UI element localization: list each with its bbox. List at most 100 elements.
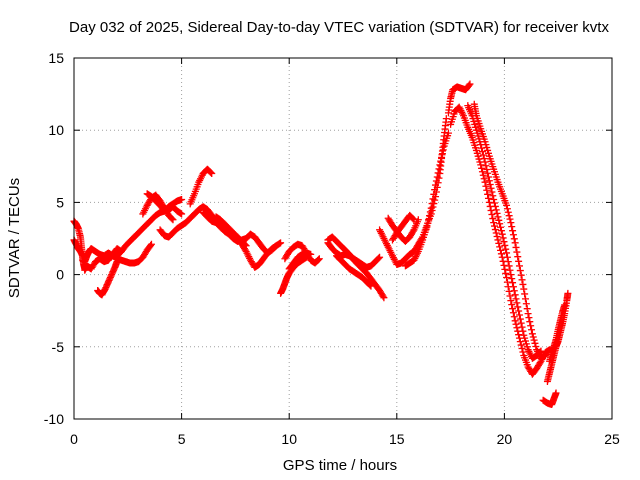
data-point bbox=[503, 205, 511, 213]
data-point bbox=[514, 253, 522, 261]
y-tick-label: 0 bbox=[56, 267, 64, 283]
data-point bbox=[379, 292, 387, 300]
data-point bbox=[480, 175, 488, 183]
data-points bbox=[70, 80, 572, 409]
x-tick-label: 0 bbox=[70, 431, 78, 447]
data-point bbox=[491, 199, 499, 207]
data-point bbox=[508, 223, 516, 231]
data-point bbox=[531, 339, 539, 347]
data-point bbox=[168, 215, 176, 223]
data-point bbox=[484, 169, 492, 177]
data-point bbox=[479, 151, 487, 159]
data-point bbox=[525, 314, 533, 322]
data-point bbox=[430, 190, 438, 198]
data-point bbox=[517, 341, 525, 349]
data-point bbox=[512, 295, 520, 303]
data-point bbox=[488, 188, 496, 196]
data-point bbox=[495, 216, 503, 224]
series-arc-10 bbox=[186, 165, 216, 208]
data-point bbox=[493, 232, 501, 240]
data-point bbox=[491, 202, 499, 210]
data-point bbox=[479, 171, 487, 179]
data-point bbox=[477, 161, 485, 169]
data-point bbox=[380, 294, 388, 302]
series-arc-22 bbox=[401, 129, 452, 270]
data-point bbox=[511, 291, 519, 299]
data-point bbox=[509, 309, 517, 317]
plot-frame bbox=[73, 57, 613, 420]
y-tick-labels: -10 -5 0 5 10 15 bbox=[44, 50, 64, 427]
data-point bbox=[277, 239, 285, 247]
x-tick-label: 20 bbox=[497, 431, 513, 447]
data-point bbox=[478, 148, 486, 156]
data-point bbox=[497, 227, 505, 235]
data-point bbox=[490, 219, 498, 227]
data-point bbox=[429, 195, 437, 203]
data-point bbox=[409, 215, 417, 223]
data-point bbox=[532, 343, 540, 351]
data-point bbox=[510, 287, 518, 295]
series-arc-24 bbox=[447, 103, 554, 378]
data-point bbox=[511, 239, 519, 247]
x-tick-label: 15 bbox=[389, 431, 405, 447]
data-point bbox=[515, 307, 523, 315]
data-point bbox=[508, 275, 516, 283]
data-point bbox=[484, 173, 492, 181]
data-point bbox=[521, 290, 529, 298]
data-point bbox=[488, 211, 496, 219]
data-point bbox=[506, 266, 514, 274]
y-axis-label: SDTVAR / TECUs bbox=[6, 178, 23, 298]
data-point bbox=[518, 345, 526, 353]
series-arc-4 bbox=[81, 245, 125, 274]
data-point bbox=[241, 241, 249, 249]
x-axis-label: GPS time / hours bbox=[283, 457, 397, 474]
data-point bbox=[410, 216, 418, 224]
data-point bbox=[513, 248, 521, 256]
data-point bbox=[561, 301, 569, 309]
data-point bbox=[481, 158, 489, 166]
data-point bbox=[512, 320, 520, 328]
data-point bbox=[494, 213, 502, 221]
data-point bbox=[507, 271, 515, 279]
data-point bbox=[426, 212, 434, 220]
data-point bbox=[504, 258, 512, 266]
series-arc-23 bbox=[444, 80, 474, 117]
data-point bbox=[503, 273, 511, 281]
data-point bbox=[517, 271, 525, 279]
series-arc-29 bbox=[546, 301, 569, 365]
series-arc-15 bbox=[285, 249, 315, 273]
data-point bbox=[515, 262, 523, 270]
data-point bbox=[520, 285, 528, 293]
data-point bbox=[478, 168, 486, 176]
data-point bbox=[552, 389, 560, 397]
data-point bbox=[564, 289, 572, 297]
data-point bbox=[507, 297, 515, 305]
ticks bbox=[73, 57, 613, 420]
data-point bbox=[424, 219, 432, 227]
data-point bbox=[495, 239, 503, 247]
data-point bbox=[426, 208, 434, 216]
data-point bbox=[489, 192, 497, 200]
data-point bbox=[314, 256, 322, 264]
data-point bbox=[497, 250, 505, 258]
data-point bbox=[465, 81, 473, 89]
y-tick-label: 5 bbox=[56, 194, 64, 210]
data-point bbox=[504, 208, 512, 216]
data-point bbox=[483, 186, 491, 194]
data-point bbox=[528, 330, 536, 338]
data-point bbox=[242, 242, 250, 250]
data-point bbox=[509, 283, 517, 291]
data-point bbox=[442, 115, 450, 123]
data-point bbox=[478, 164, 486, 172]
data-point bbox=[497, 246, 505, 254]
data-point bbox=[425, 215, 433, 223]
data-point bbox=[436, 161, 444, 169]
data-point bbox=[527, 322, 535, 330]
data-point bbox=[507, 219, 515, 227]
data-point bbox=[490, 196, 498, 204]
data-point bbox=[492, 206, 500, 214]
data-point bbox=[513, 299, 521, 307]
data-point bbox=[485, 177, 493, 185]
data-point bbox=[147, 240, 155, 248]
data-point bbox=[427, 204, 435, 212]
